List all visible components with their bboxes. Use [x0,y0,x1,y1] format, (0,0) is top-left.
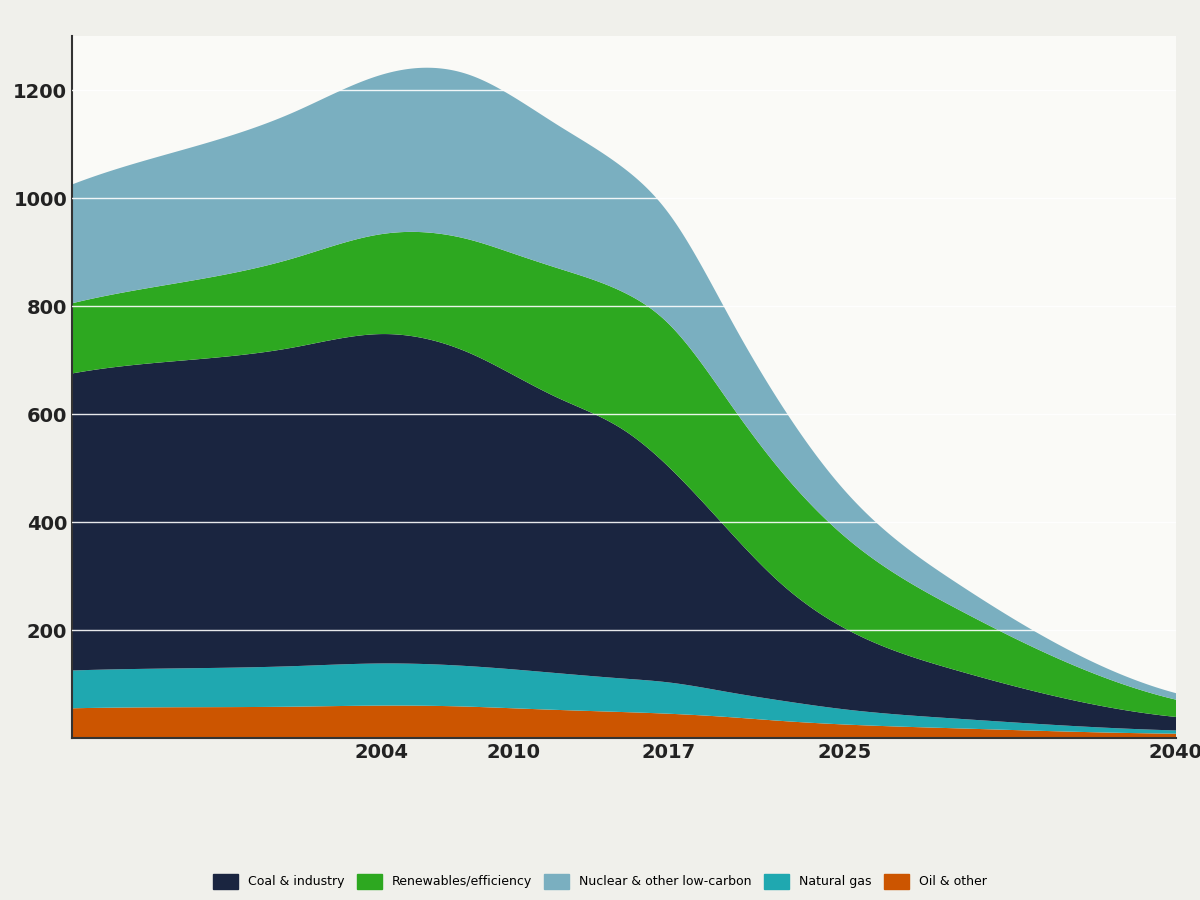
Legend: Coal & industry, Renewables/efficiency, Nuclear & other low-carbon, Natural gas,: Coal & industry, Renewables/efficiency, … [208,868,992,894]
